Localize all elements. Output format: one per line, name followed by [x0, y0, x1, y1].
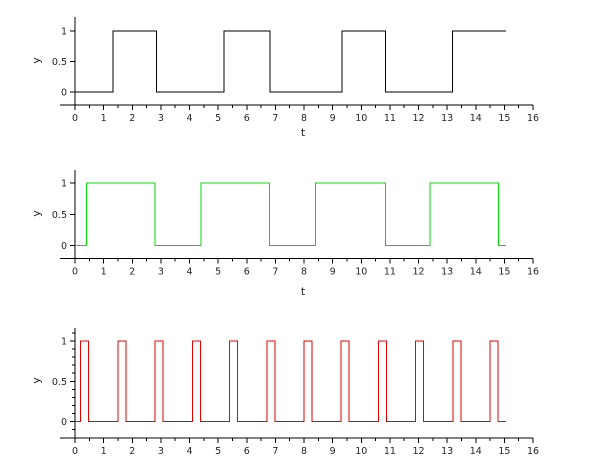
y-tick-label: 0.5	[52, 377, 67, 388]
y-tick-label: 0.5	[52, 57, 67, 68]
x-tick-label: 7	[272, 267, 278, 278]
x-tick-label: 6	[244, 113, 250, 124]
x-tick-label: 9	[330, 446, 336, 457]
x-tick-label: 0	[72, 113, 78, 124]
waveform	[75, 30, 506, 93]
x-tick-label: 4	[186, 267, 192, 278]
x-tick-label: 3	[158, 446, 164, 457]
x-tick-label: 14	[470, 446, 482, 457]
x-tick-label: 15	[498, 113, 510, 124]
y-axis-label: y	[29, 377, 43, 384]
x-axis-label: t	[300, 285, 306, 298]
x-tick-label: 6	[244, 267, 250, 278]
x-tick-label: 10	[355, 267, 367, 278]
x-tick-label: 9	[330, 113, 336, 124]
x-tick-label: 2	[129, 113, 135, 124]
x-tick-label: 15	[498, 267, 510, 278]
y-tick-label: 0	[61, 88, 67, 99]
x-tick-label: 16	[527, 267, 539, 278]
x-tick-label: 14	[470, 113, 482, 124]
y-tick-label: 1	[61, 179, 67, 190]
y-tick-label: 1	[61, 337, 67, 348]
x-tick-label: 7	[272, 446, 278, 457]
x-tick-label: 11	[384, 446, 396, 457]
x-tick-label: 11	[384, 267, 396, 278]
x-tick-label: 10	[355, 113, 367, 124]
y-tick-label: 0	[61, 417, 67, 428]
y-tick-label: 0.5	[52, 210, 67, 221]
x-tick-label: 8	[301, 446, 307, 457]
y-axis-label: y	[29, 57, 43, 64]
x-tick-label: 1	[101, 113, 107, 124]
x-tick-label: 12	[412, 113, 424, 124]
waveform	[75, 182, 506, 246]
x-tick-label: 4	[186, 113, 192, 124]
x-tick-label: 12	[412, 267, 424, 278]
x-tick-label: 6	[244, 446, 250, 457]
x-tick-label: 8	[301, 113, 307, 124]
x-tick-label: 0	[72, 446, 78, 457]
waveform	[75, 340, 506, 422]
x-tick-label: 7	[272, 113, 278, 124]
x-tick-label: 13	[441, 113, 453, 124]
x-tick-label: 13	[441, 446, 453, 457]
y-tick-label: 1	[61, 27, 67, 38]
y-tick-label: 0	[61, 241, 67, 252]
subplot-middle: 0 1 2 3 4 5 6 7 8 9 10 11 12 13 14 15 16 0 0.5 1 y t	[0, 150, 610, 307]
subplot-top: 0 1 2 3 4 5 6 7 8 9 10 11 12 13 14 15 16 0 0.5 1 y t	[0, 0, 610, 150]
x-tick-label: 5	[215, 446, 221, 457]
x-tick-label: 15	[498, 446, 510, 457]
x-tick-label: 16	[527, 113, 539, 124]
x-tick-label: 3	[158, 267, 164, 278]
y-axis-label: y	[29, 210, 43, 217]
x-tick-label: 11	[384, 113, 396, 124]
x-axis-label: t	[300, 126, 306, 139]
x-tick-label: 1	[101, 446, 107, 457]
x-tick-label: 8	[301, 267, 307, 278]
x-tick-label: 0	[72, 267, 78, 278]
x-tick-label: 14	[470, 267, 482, 278]
x-tick-label: 2	[129, 267, 135, 278]
x-tick-label: 13	[441, 267, 453, 278]
x-tick-label: 5	[215, 267, 221, 278]
x-tick-label: 16	[527, 446, 539, 457]
x-tick-label: 2	[129, 446, 135, 457]
x-tick-label: 9	[330, 267, 336, 278]
x-tick-label: 10	[355, 446, 367, 457]
subplot-bottom: 0 1 2 3 4 5 6 7 8 9 10 11 12 13 14 15 16 0 0.5 1 y	[0, 307, 610, 460]
x-tick-label: 3	[158, 113, 164, 124]
x-tick-label: 12	[412, 446, 424, 457]
x-tick-label: 4	[186, 446, 192, 457]
x-tick-label: 1	[101, 267, 107, 278]
x-tick-label: 5	[215, 113, 221, 124]
